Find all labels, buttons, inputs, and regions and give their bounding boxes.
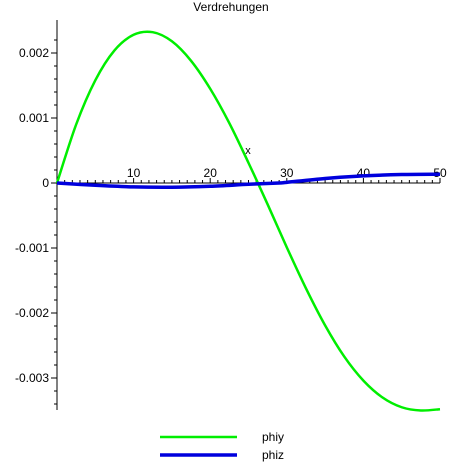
- y-tick-label: -0.001: [15, 241, 49, 255]
- x-tick-label: 20: [204, 166, 218, 180]
- x-tick-label: 30: [280, 166, 294, 180]
- y-tick-label: -0.003: [15, 371, 49, 385]
- chart-title: Verdrehungen: [193, 0, 268, 14]
- y-tick-label: -0.002: [15, 306, 49, 320]
- legend-label-phiy: phiy: [262, 430, 284, 444]
- y-tick-label: 0.001: [19, 111, 49, 125]
- y-tick-label: 0.002: [19, 46, 49, 60]
- x-tick-label: 50: [433, 166, 447, 180]
- y-tick-label: 0: [42, 176, 49, 190]
- x-tick-label: 10: [127, 166, 141, 180]
- series-line-phiy: [55, 30, 441, 412]
- legend-label-phiz: phiz: [262, 448, 284, 462]
- x-axis-label: x: [245, 145, 251, 157]
- x-tick-label: 40: [357, 166, 371, 180]
- series-line-phiz: [56, 172, 441, 190]
